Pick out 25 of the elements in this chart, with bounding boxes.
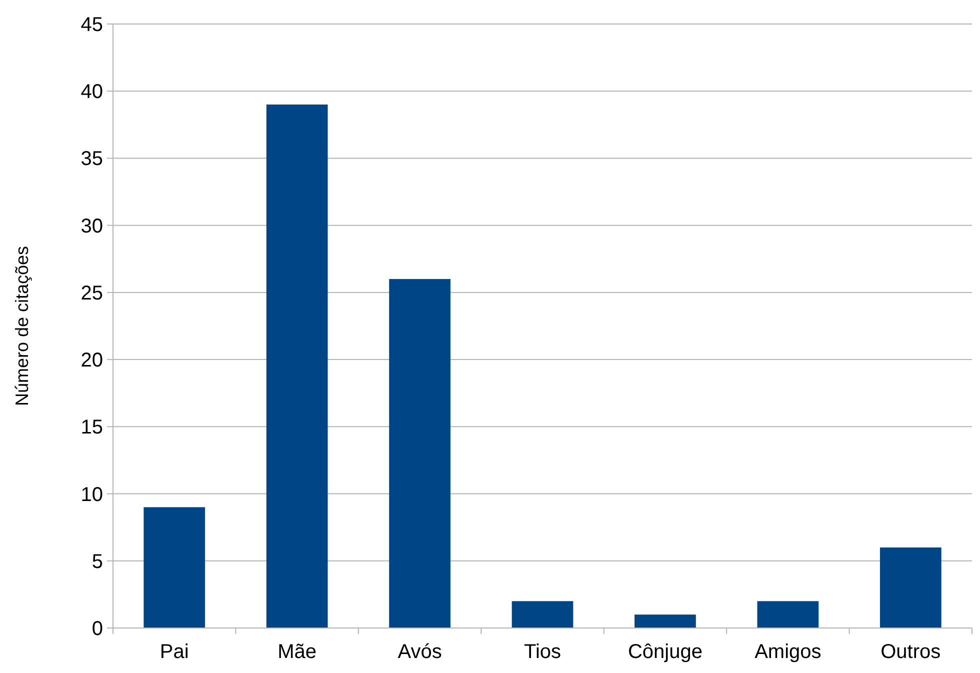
x-tick-label: Cônjuge bbox=[628, 641, 702, 663]
y-tick-label: 5 bbox=[92, 550, 103, 573]
bar bbox=[389, 279, 450, 628]
x-tick-label: Tios bbox=[524, 641, 562, 663]
bar bbox=[634, 614, 696, 628]
bar bbox=[512, 601, 574, 628]
bar bbox=[880, 547, 942, 628]
x-tick-label: Outros bbox=[880, 641, 941, 663]
y-tick-label: 40 bbox=[80, 81, 103, 104]
y-axis-title: Número de citações bbox=[12, 246, 32, 406]
bar bbox=[144, 507, 206, 628]
y-tick-label: 25 bbox=[80, 282, 103, 304]
y-tick-label: 30 bbox=[80, 215, 103, 238]
y-tick-label: 10 bbox=[80, 484, 103, 506]
bar bbox=[757, 601, 819, 628]
bar bbox=[266, 104, 328, 628]
x-tick-label: Amigos bbox=[754, 641, 822, 663]
y-tick-label: 15 bbox=[80, 416, 103, 439]
x-tick-label: Mãe bbox=[278, 641, 317, 663]
y-tick-label: 45 bbox=[80, 14, 103, 36]
x-tick-label: Pai bbox=[160, 641, 189, 663]
y-tick-label: 35 bbox=[80, 148, 103, 170]
y-tick-label: 20 bbox=[80, 350, 103, 372]
y-tick-label: 0 bbox=[92, 618, 103, 640]
x-tick-label: Avós bbox=[398, 641, 442, 663]
